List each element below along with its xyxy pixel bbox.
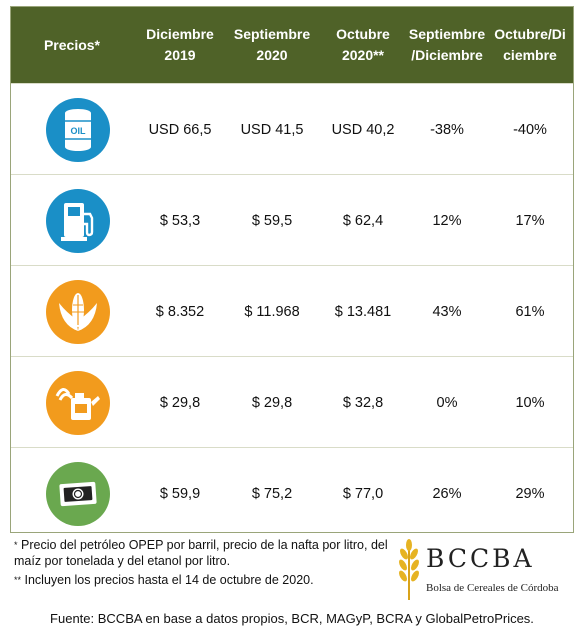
cell-var-oct: 29% xyxy=(515,485,545,502)
cell-sep2020: $ 29,8 xyxy=(251,394,293,411)
header-col-sep2020: Septiembre 2020 xyxy=(233,26,311,63)
cell-dic2019: $ 29,8 xyxy=(159,394,201,411)
bccba-logo: BCCBA Bolsa de Cereales de Córdoba xyxy=(394,536,580,602)
cell-oct2020: $ 62,4 xyxy=(342,212,384,229)
source-note: Fuente: BCCBA en base a datos propios, B… xyxy=(50,611,534,626)
table-row: OIL USD 66,5 USD 41,5 USD 40,2 -38% -40% xyxy=(11,83,573,174)
cell-dic2019: USD 66,5 xyxy=(148,121,212,138)
cell-dic2019: $ 59,9 xyxy=(159,485,201,502)
table-row: $ 29,8 $ 29,8 $ 32,8 0% 10% xyxy=(11,356,573,447)
prices-table: Precios* Diciembre 2019 Septiembre 2020 Oc… xyxy=(10,6,574,533)
ethanol-can-icon xyxy=(46,371,110,435)
header-label: Precios* xyxy=(43,36,101,53)
wheat-icon xyxy=(399,539,419,600)
header-col-oct2020: Octubre 2020** xyxy=(336,26,390,63)
money-bill-icon xyxy=(46,462,110,526)
cell-var-oct: 61% xyxy=(515,303,545,320)
cell-var-oct: -40% xyxy=(513,121,547,138)
cell-var-sep: 0% xyxy=(436,394,458,411)
logo-subtitle: Bolsa de Cereales de Córdoba xyxy=(426,582,559,594)
cell-oct2020: USD 40,2 xyxy=(331,121,395,138)
cell-oct2020: $ 32,8 xyxy=(342,394,384,411)
header-col-var-oct: Octubre/Di ciembre xyxy=(494,26,566,63)
table-row: $ 59,9 $ 75,2 $ 77,0 26% 29% xyxy=(11,447,573,538)
cell-dic2019: $ 53,3 xyxy=(159,212,201,229)
cell-var-sep: 43% xyxy=(432,303,462,320)
logo-name: BCCBA xyxy=(426,544,535,573)
cell-sep2020: $ 11.968 xyxy=(244,303,300,320)
cell-oct2020: $ 77,0 xyxy=(342,485,384,502)
footnote-2: ** Incluyen los precios hasta el 14 de o… xyxy=(14,573,314,587)
svg-text:OIL: OIL xyxy=(71,126,87,136)
cell-sep2020: $ 59,5 xyxy=(251,212,293,229)
cell-var-sep: 26% xyxy=(432,485,462,502)
header-col-var-sep: Septiembre/Diciembre xyxy=(408,26,486,63)
cell-var-sep: 12% xyxy=(432,212,462,229)
cell-var-oct: 17% xyxy=(515,212,545,229)
table-header: Precios* Diciembre 2019 Septiembre 2020 Oc… xyxy=(11,7,573,83)
cell-var-oct: 10% xyxy=(515,394,545,411)
table-row: $ 8.352 $ 11.968 $ 13.481 43% 61% xyxy=(11,265,573,356)
header-col-dic2019: Diciembre 2019 xyxy=(146,26,214,63)
cell-dic2019: $ 8.352 xyxy=(155,303,205,320)
footnotes: * Precio del petróleo OPEP por barril, p… xyxy=(14,537,394,591)
table-row: $ 53,3 $ 59,5 $ 62,4 12% 17% xyxy=(11,174,573,265)
corn-cob-icon xyxy=(46,280,110,344)
oil-barrel-icon: OIL xyxy=(46,98,110,162)
fuel-pump-icon xyxy=(46,189,110,253)
footnote-1: * Precio del petróleo OPEP por barril, p… xyxy=(14,538,388,568)
cell-sep2020: USD 41,5 xyxy=(240,121,304,138)
cell-var-sep: -38% xyxy=(430,121,464,138)
cell-oct2020: $ 13.481 xyxy=(334,303,392,320)
cell-sep2020: $ 75,2 xyxy=(251,485,293,502)
